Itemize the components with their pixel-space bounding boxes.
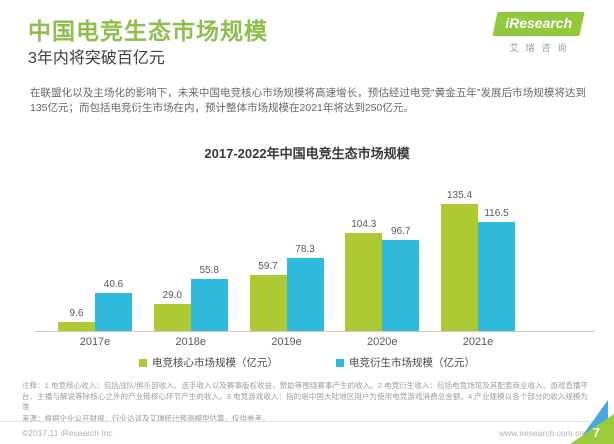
bar-column: 116.5: [478, 208, 515, 331]
bar-column: 104.3: [345, 219, 383, 331]
bar-value-label: 29.0: [162, 290, 182, 301]
iresearch-logo-banner: iResearch: [491, 12, 585, 36]
footer: ©2017.11 iResearch Inc www.iresearch.com…: [0, 421, 614, 438]
page-subtitle: 3年内将突破百亿元: [28, 50, 165, 67]
bar-column: 40.6: [95, 279, 132, 331]
bar-value-label: 135.4: [446, 190, 473, 201]
bar: [153, 304, 191, 331]
x-axis-label: 2018e: [175, 336, 207, 348]
bar-value-label: 40.6: [103, 279, 124, 290]
bar-value-label: 96.7: [391, 226, 411, 237]
bar-column: 96.7: [382, 226, 420, 331]
bar: [95, 293, 132, 331]
footnote-note: 注释：1.电竞核心收入：包括战队/俱乐部收入、选手收入以及赛事版权收益，赞助等围…: [22, 381, 588, 411]
bar-group: 135.4 116.5: [441, 190, 515, 331]
x-axis-label: 2020e: [366, 336, 398, 348]
x-axis-label: 2017e: [79, 336, 111, 348]
corner-triangle-green-icon: [570, 414, 614, 444]
legend-item: 电竞衍生市场规模（亿元）: [336, 355, 475, 370]
bar: [190, 279, 228, 331]
bar-value-label: 9.6: [69, 308, 84, 319]
bar-value-label: 78.3: [295, 244, 315, 255]
iresearch-logo: iResearch 艾瑞咨询: [490, 12, 586, 54]
footer-copyright: ©2017.11 iResearch Inc: [22, 428, 113, 438]
legend-label: 电竞衍生市场规模（亿元）: [349, 357, 475, 369]
legend-label: 电竞核心市场规模（亿元）: [152, 357, 278, 369]
bar-column: 135.4: [441, 190, 478, 331]
bar-column: 29.0: [153, 290, 191, 331]
chart-plot: 9.6 40.6 29.0 55.8 59.7 78.3 104.3 96.7 135.4 116…: [35, 182, 595, 332]
intro-paragraph: 在联盟化以及主场化的影响下，未来中国电竞核心市场规模将高速增长，预估经过电竞“黄…: [30, 87, 586, 114]
bar-value-label: 116.5: [484, 208, 509, 219]
bar-group: 29.0 55.8: [153, 265, 228, 331]
page-title: 中国电竞生态市场规模: [28, 18, 268, 44]
bar-value-label: 59.7: [258, 261, 278, 272]
x-axis-label: 2019e: [271, 336, 302, 348]
bar: [441, 204, 478, 331]
legend-swatch-icon: [336, 358, 344, 367]
bar-group: 104.3 96.7: [345, 219, 420, 331]
iresearch-logo-cn: 艾瑞咨询: [509, 43, 574, 53]
bar: [382, 240, 420, 331]
footnote: 注释：1.电竞核心收入：包括战队/俱乐部收入、选手收入以及赛事版权收益，赞助等围…: [22, 381, 588, 424]
bar-column: 78.3: [286, 244, 324, 331]
bar: [286, 258, 324, 331]
legend-swatch-icon: [139, 358, 147, 367]
chart-legend: 电竞核心市场规模（亿元） 电竞衍生市场规模（亿元）: [0, 355, 614, 370]
chart-xlabels: 2017e 2018e 2019e 2020e 2021e: [35, 336, 595, 348]
bar-column: 55.8: [190, 265, 228, 331]
bar-column: 9.6: [58, 308, 95, 331]
bar-value-label: 104.3: [351, 219, 377, 230]
x-axis-label: 2021e: [462, 336, 494, 348]
corner-decoration: 7: [564, 394, 614, 444]
legend-item: 电竞核心市场规模（亿元）: [139, 355, 278, 370]
iresearch-logo-text: iResearch: [504, 15, 572, 31]
bar: [249, 275, 287, 331]
footer-website: www.iresearch.com.cn: [498, 428, 584, 438]
bar: [58, 322, 95, 331]
bar-value-label: 55.8: [199, 265, 219, 276]
chart-title: 2017-2022年中国电竞生态市场规模: [204, 146, 410, 161]
page-number: 7: [592, 425, 600, 440]
bar-group: 9.6 40.6: [58, 279, 132, 331]
bar: [478, 222, 515, 331]
footnote-source: 来源：根据企业公开财报、行业访谈及艾瑞统计预测模型估算，仅供参考。: [22, 413, 270, 423]
bar: [345, 233, 383, 331]
bar-column: 59.7: [249, 261, 287, 331]
bar-group: 59.7 78.3: [249, 244, 324, 331]
